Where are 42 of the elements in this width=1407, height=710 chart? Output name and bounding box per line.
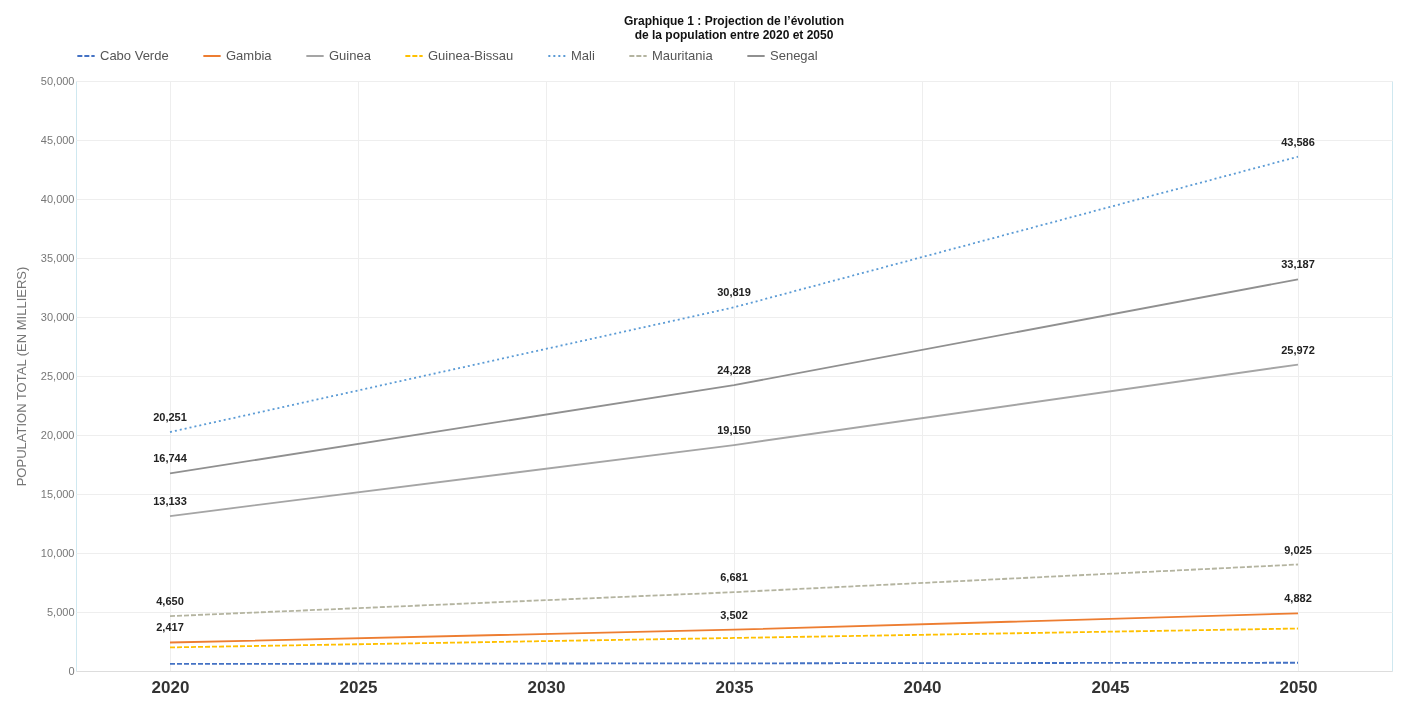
- data-label: 33,187: [1281, 258, 1315, 271]
- x-tick-label: 2050: [1279, 677, 1318, 697]
- y-tick-label: 5,000: [46, 605, 75, 618]
- data-label: 4,650: [156, 595, 184, 608]
- data-label: 24,228: [717, 364, 751, 377]
- legend-label: Guinea-Bissau: [428, 48, 514, 63]
- y-tick-label: 20,000: [40, 428, 75, 441]
- y-tick-label: 25,000: [40, 369, 75, 382]
- data-label: 30,819: [717, 286, 751, 299]
- legend-label: Mauritania: [652, 48, 714, 63]
- data-label: 2,417: [156, 621, 184, 634]
- x-tick-label: 2040: [903, 677, 942, 697]
- data-label: 43,586: [1281, 135, 1315, 148]
- legend-label: Mali: [571, 48, 595, 63]
- legend-label: Cabo Verde: [100, 48, 169, 63]
- data-label: 25,972: [1281, 343, 1315, 356]
- legend-label: Senegal: [770, 48, 818, 63]
- y-tick-label: 40,000: [40, 192, 75, 205]
- x-tick-label: 2025: [339, 677, 378, 697]
- y-tick-label: 0: [68, 664, 75, 677]
- data-label: 19,150: [717, 424, 751, 437]
- data-label: 3,502: [720, 608, 748, 621]
- y-axis-title: POPULATION TOTAL (EN MILLIERS): [13, 266, 29, 487]
- y-tick-label: 15,000: [40, 487, 75, 500]
- data-label: 9,025: [1284, 543, 1312, 556]
- chart-title: Graphique 1 : Projection de l’évolution de la population entre 2020 et 2050: [623, 14, 845, 42]
- y-tick-label: 50,000: [40, 74, 75, 87]
- x-tick-label: 2035: [715, 677, 754, 697]
- y-tick-label: 30,000: [40, 310, 75, 323]
- legend-label: Guinea: [329, 48, 372, 63]
- x-tick-label: 2020: [151, 677, 190, 697]
- x-tick-label: 2030: [527, 677, 566, 697]
- y-tick-label: 45,000: [40, 133, 75, 146]
- y-tick-label: 10,000: [40, 546, 75, 559]
- data-label: 6,681: [720, 571, 748, 584]
- data-label: 16,744: [153, 452, 188, 465]
- y-tick-label: 35,000: [40, 251, 75, 264]
- x-tick-label: 2045: [1091, 677, 1130, 697]
- data-label: 13,133: [153, 495, 187, 508]
- legend-label: Gambia: [226, 48, 273, 63]
- data-label: 4,882: [1284, 592, 1312, 605]
- data-label: 20,251: [153, 411, 187, 424]
